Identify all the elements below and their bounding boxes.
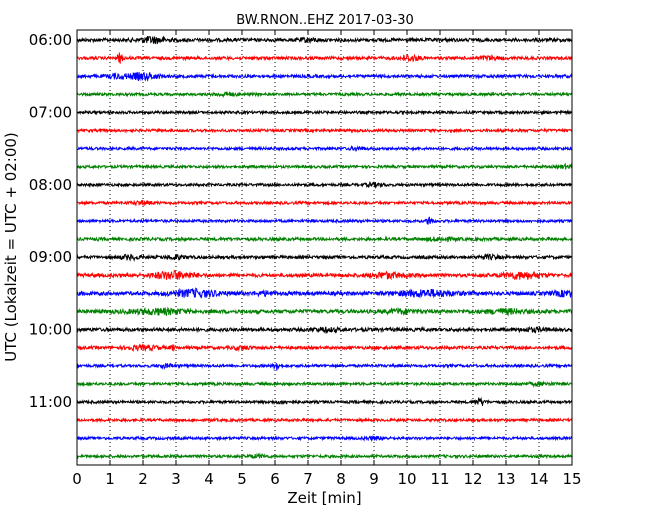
trace-09:00 — [76, 252, 573, 262]
trace-11:30 — [76, 434, 573, 443]
trace-07:45 — [76, 162, 573, 171]
x-tick-label: 10 — [397, 470, 416, 488]
trace-09:30 — [76, 286, 573, 299]
trace-10:30 — [76, 362, 573, 371]
trace-07:00 — [76, 109, 573, 116]
trace-10:15 — [76, 343, 573, 353]
trace-09:45 — [76, 306, 573, 317]
x-tick-label: 14 — [529, 470, 548, 488]
x-tick-label: 2 — [138, 470, 148, 488]
x-tick-label: 15 — [562, 470, 581, 488]
y-axis-label: UTC (Lokalzeit = UTC + 02:00) — [2, 132, 20, 362]
trace-06:45 — [76, 90, 573, 99]
x-tick-label: 4 — [204, 470, 214, 488]
trace-10:00 — [76, 325, 573, 335]
x-tick-label: 11 — [430, 470, 449, 488]
x-tick-label: 12 — [463, 470, 482, 488]
y-tick-label: 11:00 — [29, 393, 72, 411]
trace-09:15 — [76, 269, 573, 281]
trace-08:30 — [76, 216, 573, 225]
x-tick-label: 3 — [171, 470, 181, 488]
x-tick-label: 6 — [270, 470, 280, 488]
trace-06:15 — [76, 52, 573, 64]
x-axis-ticks: 0 1 2 3 4 5 6 7 8 9 10 11 12 13 14 15 — [72, 30, 582, 488]
y-tick-label: 10:00 — [29, 321, 72, 339]
y-tick-label: 06:00 — [29, 31, 72, 49]
trace-10:45 — [76, 380, 573, 389]
trace-11:15 — [76, 416, 573, 424]
x-tick-label: 5 — [237, 470, 247, 488]
trace-11:00 — [76, 396, 573, 406]
trace-08:00 — [76, 180, 573, 189]
x-tick-label: 13 — [496, 470, 515, 488]
trace-08:15 — [76, 199, 573, 207]
y-tick-label: 09:00 — [29, 248, 72, 266]
x-tick-label: 9 — [369, 470, 379, 488]
x-tick-label: 1 — [105, 470, 115, 488]
x-tick-label: 7 — [303, 470, 313, 488]
trace-08:45 — [76, 235, 573, 243]
chart-title: BW.RNON..EHZ 2017-03-30 — [236, 13, 414, 28]
traces — [76, 35, 573, 460]
trace-11:45 — [76, 452, 573, 460]
trace-07:30 — [76, 144, 573, 153]
vertical-grid — [109, 30, 540, 465]
y-tick-label: 08:00 — [29, 176, 72, 194]
trace-06:00 — [76, 35, 573, 45]
x-axis-label: Zeit [min] — [287, 489, 361, 507]
trace-06:30 — [76, 71, 573, 82]
y-tick-label: 07:00 — [29, 103, 72, 121]
plot-frame — [76, 29, 573, 466]
x-tick-label: 8 — [336, 470, 346, 488]
y-axis-ticks: 06:00 07:00 08:00 09:00 10:00 11:00 — [29, 31, 572, 411]
x-tick-label: 0 — [72, 470, 82, 488]
trace-07:15 — [76, 127, 573, 134]
